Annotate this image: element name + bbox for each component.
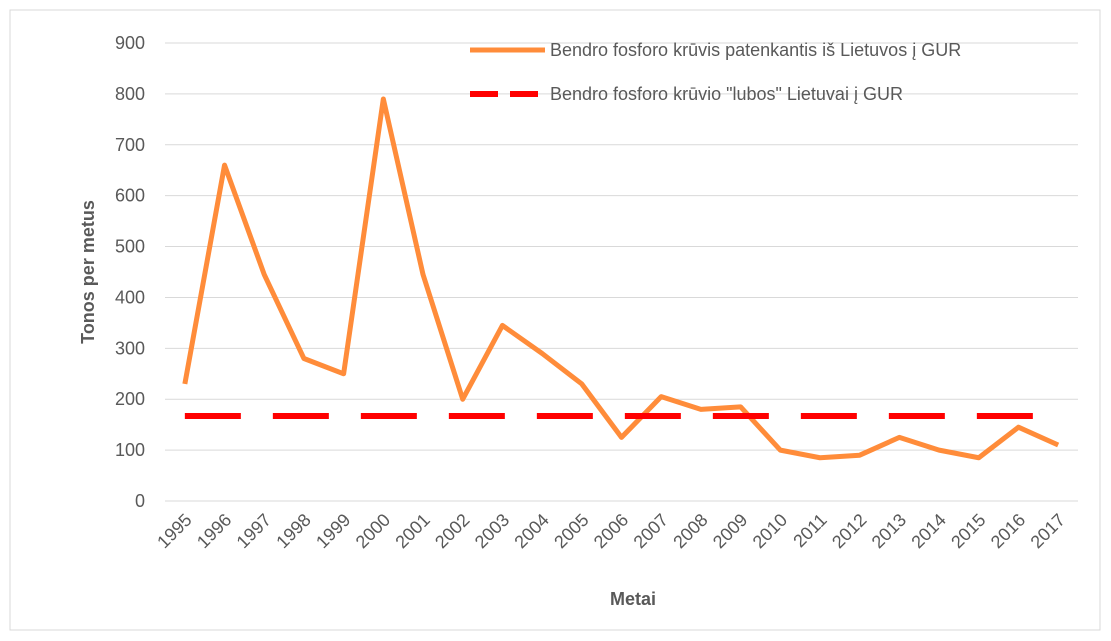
chart-frame — [9, 9, 1101, 631]
y-tick-label: 500 — [115, 237, 145, 257]
legend-label: Bendro fosforo krūvis patenkantis iš Lie… — [550, 40, 961, 60]
data-line — [182, 96, 1060, 461]
y-tick-label: 100 — [115, 440, 145, 460]
y-tick-label: 300 — [115, 338, 145, 358]
x-axis-title: Metai — [610, 589, 656, 609]
y-tick-label: 600 — [115, 186, 145, 206]
y-tick-label: 700 — [115, 135, 145, 155]
legend-label: Bendro fosforo krūvio "lubos" Lietuvai į… — [550, 84, 903, 104]
y-tick-label: 400 — [115, 287, 145, 307]
y-tick-label: 200 — [115, 389, 145, 409]
y-tick-label: 0 — [135, 491, 145, 511]
y-axis-title: Tonos per metus — [78, 200, 98, 344]
y-tick-label: 800 — [115, 84, 145, 104]
y-tick-label: 900 — [115, 33, 145, 53]
